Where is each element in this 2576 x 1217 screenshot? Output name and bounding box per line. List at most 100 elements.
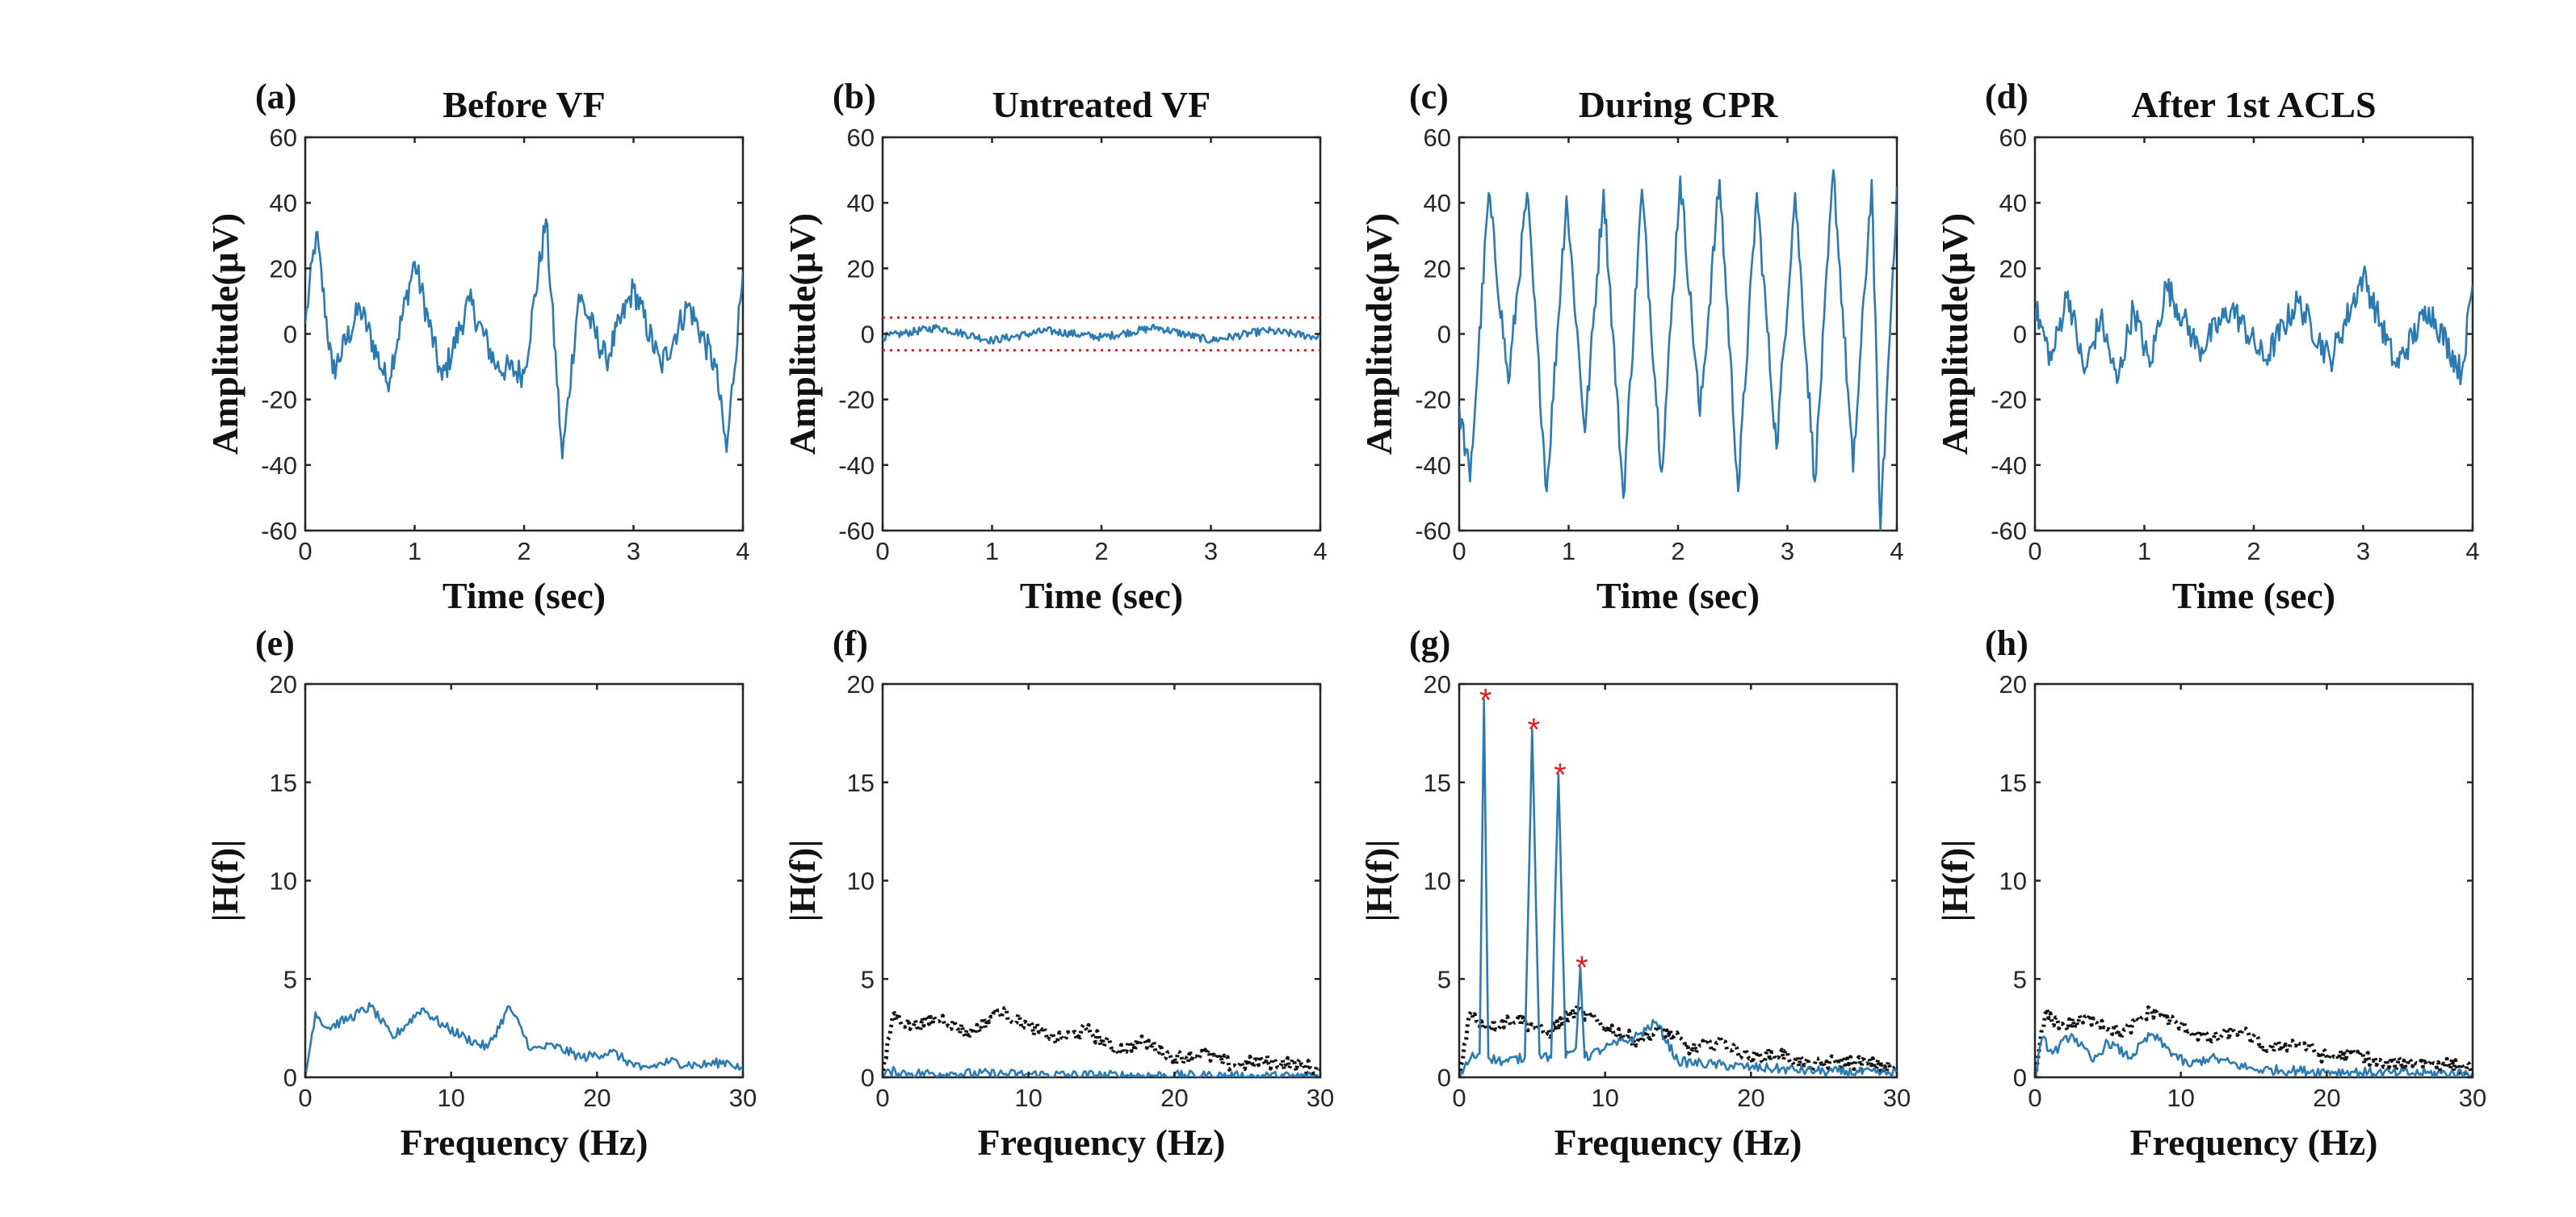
x-tick-label: 0 [298,537,312,565]
y-tick-label: 40 [1999,189,2027,217]
panel-c: 0 1 2 3 4 -60 -40 -20 0 20 40 60 Time (sec) Amplitude… [1358,77,1904,616]
y-tick-label: 20 [1999,254,2027,283]
peak-marker: * [1479,682,1492,718]
x-tick-label: 20 [1160,1084,1188,1112]
panel-title: Untreated VF [992,84,1210,125]
panel-label: (a) [255,77,296,116]
y-tick-label: -40 [838,451,875,480]
signal-line [883,323,1320,345]
x-axis-label: Frequency (Hz) [400,1122,648,1163]
signal-line [305,218,743,460]
y-tick-label: 20 [270,254,297,283]
y-tick-label: 0 [861,1064,875,1092]
reference-spectrum-line [2035,1005,2473,1077]
x-tick-label: 30 [729,1084,757,1112]
axes-frame [304,682,745,1079]
plot-area [883,1005,1320,1077]
y-axis-label: Amplitude(μV) [782,213,823,455]
x-tick-label: 1 [408,537,422,565]
signal-line [1459,169,1897,531]
x-tick-label: 3 [1204,537,1218,565]
y-tick-label: 15 [1999,769,2027,797]
y-axis-label: |H(f)| [1358,840,1399,922]
x-axis-label: Frequency (Hz) [2129,1122,2377,1163]
panel-a: 0 1 2 3 4 -60 -40 -20 0 20 40 60 Time (sec) Amplitude… [204,77,750,616]
panel-f: 0 10 20 30 0 5 10 15 20 Frequency (Hz) |H(f)| (f) [782,623,1334,1163]
y-tick-label: 5 [861,965,875,993]
x-tick-label: 1 [2138,537,2151,565]
plot-area [305,218,743,460]
y-tick-label: 20 [270,670,297,699]
panel-label: (h) [1985,623,2028,663]
panel-label: (f) [833,623,868,663]
panel-g: * * * * 0 10 20 30 0 5 10 15 20 Frequency (Hz) |H(f)| (… [1358,623,1911,1163]
y-tick-label: -20 [1415,386,1451,414]
x-tick-label: 30 [1883,1084,1911,1112]
x-axis-label: Frequency (Hz) [1554,1122,1802,1163]
y-tick-label: 20 [1424,254,1451,283]
y-axis-label: Amplitude(μV) [1358,213,1399,455]
peak-marker: * [1575,951,1588,986]
y-tick-label: 60 [1424,124,1451,152]
x-tick-label: 4 [2465,537,2479,565]
x-tick-label: 0 [875,537,889,565]
panel-title: During CPR [1579,84,1778,125]
y-tick-label: -40 [1415,451,1451,480]
y-tick-label: -20 [261,386,297,414]
y-axis-label: Amplitude(μV) [204,213,245,455]
x-axis-label: Time (sec) [1596,575,1760,616]
axes-frame [304,136,745,532]
peak-marker: * [1554,757,1567,793]
x-tick-label: 0 [298,1084,312,1112]
y-tick-label: -60 [1415,517,1451,545]
panel-h: 0 10 20 30 0 5 10 15 20 Frequency (Hz) |H(f)| (h) [1934,623,2486,1163]
panel-label: (d) [1985,77,2028,116]
x-tick-label: 10 [2167,1084,2194,1112]
y-tick-label: 20 [1999,670,2027,699]
y-axis-label: |H(f)| [204,840,245,922]
x-tick-label: 20 [1737,1084,1764,1112]
plot-area [1459,699,1897,1077]
x-tick-label: 0 [2028,1084,2041,1112]
x-tick-label: 3 [627,537,640,565]
y-tick-label: 15 [270,769,297,797]
y-tick-label: 0 [2013,1064,2027,1092]
x-tick-label: 20 [2313,1084,2340,1112]
x-tick-label: 0 [2028,537,2041,565]
panel-label: (g) [1409,623,1450,663]
x-tick-label: 30 [1307,1084,1334,1112]
axes-frame [881,682,1322,1079]
y-tick-label: 20 [1424,670,1451,699]
y-tick-label: 15 [1424,769,1451,797]
y-tick-label: 15 [847,769,875,797]
signal-line [883,1065,1320,1077]
x-tick-label: 0 [1452,537,1466,565]
x-tick-label: 1 [1562,537,1575,565]
panel-d: 0 1 2 3 4 -60 -40 -20 0 20 40 60 Time (sec) Amplitude… [1934,77,2480,616]
panel-label: (c) [1409,77,1449,116]
panel-b: 0 1 2 3 4 -60 -40 -20 0 20 40 60 Time (sec) Amplitude… [782,77,1328,616]
x-tick-label: 1 [985,537,999,565]
plot-area [305,1001,743,1077]
y-tick-label: 0 [1437,321,1451,349]
panel-title: Before VF [443,84,605,125]
y-tick-label: 10 [270,867,297,896]
y-tick-label: 0 [861,321,875,349]
x-tick-label: 10 [437,1084,464,1112]
y-axis-label: Amplitude(μV) [1934,213,1975,455]
x-tick-label: 4 [736,537,749,565]
plot-area [2035,1005,2473,1077]
x-tick-label: 10 [1591,1084,1618,1112]
y-tick-label: 20 [847,670,875,699]
y-tick-label: -20 [838,386,875,414]
y-tick-label: 60 [1999,124,2027,152]
reference-spectrum-line [883,1005,1320,1077]
y-tick-label: 10 [1999,867,2027,896]
y-tick-label: -40 [261,451,297,480]
x-axis-label: Time (sec) [2172,575,2335,616]
x-tick-label: 2 [517,537,531,565]
x-tick-label: 4 [1890,537,1903,565]
y-tick-label: 0 [283,1064,297,1092]
y-tick-label: 10 [1424,867,1451,896]
